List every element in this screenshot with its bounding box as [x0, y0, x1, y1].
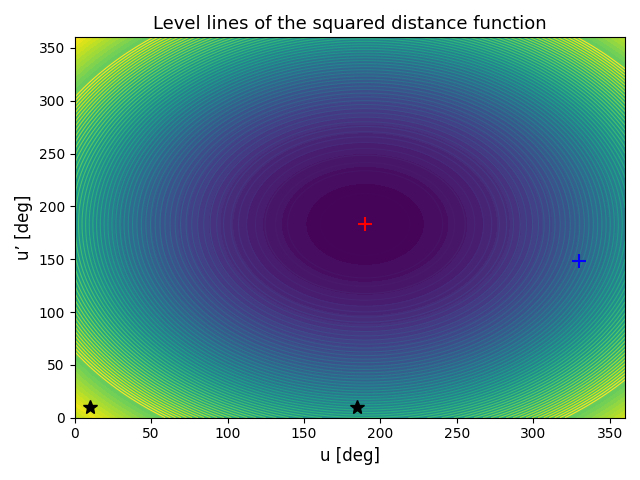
X-axis label: u [deg]: u [deg] — [320, 447, 380, 465]
Title: Level lines of the squared distance function: Level lines of the squared distance func… — [153, 15, 547, 33]
Y-axis label: u’ [deg]: u’ [deg] — [15, 195, 33, 260]
